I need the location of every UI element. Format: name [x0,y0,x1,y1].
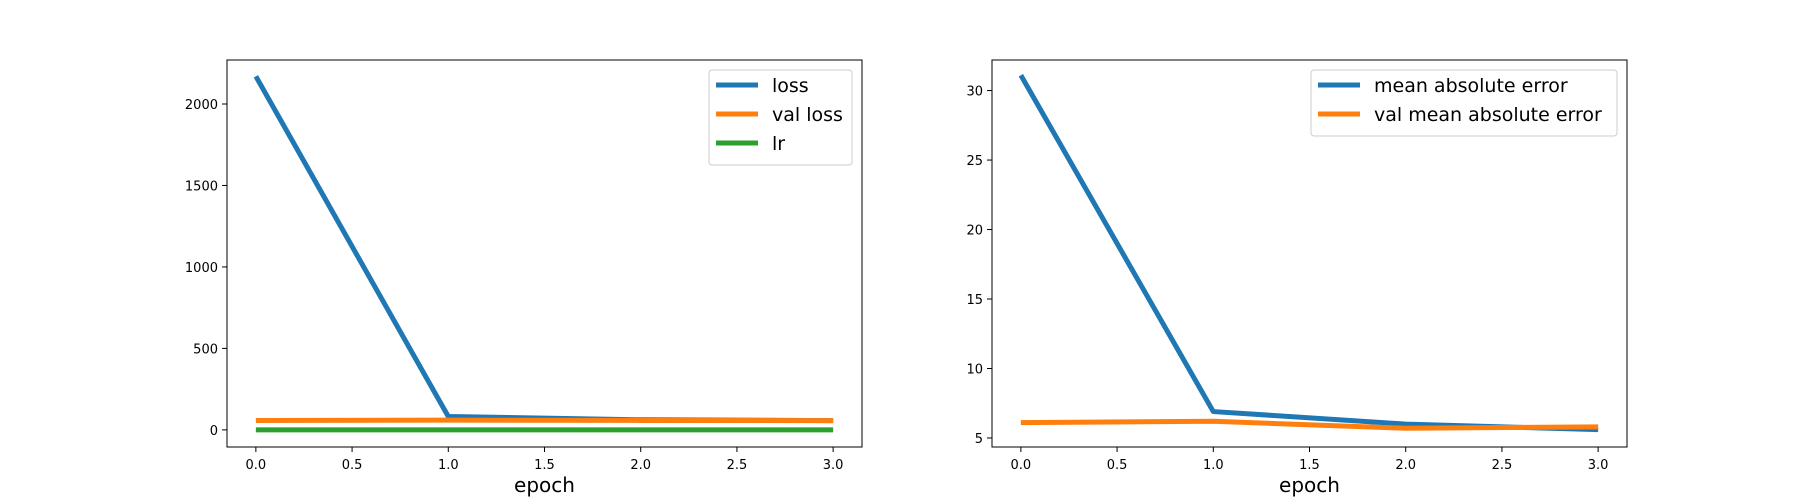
mae-x-tick-label: 0.0 [1011,458,1032,473]
loss-y-tick-label: 0 [210,424,218,439]
mae-y-tick-label: 25 [966,154,983,169]
loss-axes-frame [226,59,863,448]
mae-legend-box [1310,69,1618,137]
loss-chart-panel: 0.0 0.5 1.0 1.5 2.0 2.5 3.0 0 500 1000 1500 2000 epo… [185,59,863,497]
mae-x-tick-label: 3.0 [1588,458,1609,473]
loss-y-tick-label: 1500 [185,179,218,194]
mae-y-tick-label: 5 [975,432,983,447]
mae-y-tick-label: 20 [966,224,983,239]
mae-axes-frame [991,59,1628,448]
loss-x-tick-label: 1.0 [438,458,459,473]
loss-y-tick-label: 1000 [185,261,218,276]
loss-y-tick-label: 2000 [185,98,218,113]
mae-series-line-val-mean-absolute-error [1020,418,1599,431]
loss-x-tick-label: 2.5 [727,458,748,473]
mae-y-tick-label: 30 [966,85,983,100]
mae-x-axis-label: epoch [1279,473,1340,497]
loss-legend-label: lr [772,133,785,155]
loss-y-tick-label: 500 [193,342,218,357]
loss-x-tick-label: 3.0 [823,458,844,473]
mae-chart-panel: 0.0 0.5 1.0 1.5 2.0 2.5 3.0 5 10 15 20 25 30 epoch mea… [966,59,1628,497]
mae-legend-label: mean absolute error [1374,75,1568,97]
mae-legend: mean absolute error val mean absolute err… [1310,69,1618,137]
loss-legend-label: loss [772,75,809,97]
loss-legend: loss val loss lr [708,69,853,166]
loss-x-tick-label: 0.0 [246,458,267,473]
mae-x-tick-label: 0.5 [1107,458,1128,473]
loss-x-tick-label: 2.0 [630,458,651,473]
loss-x-axis-label: epoch [514,473,575,497]
mae-legend-label: val mean absolute error [1374,104,1602,126]
mae-x-tick-label: 1.0 [1203,458,1224,473]
mae-x-tick-label: 2.5 [1492,458,1513,473]
mae-x-tick-label: 1.5 [1299,458,1320,473]
mae-y-tick-label: 15 [966,293,983,308]
mae-y-tick-label: 10 [966,362,983,377]
loss-x-tick-label: 1.5 [534,458,555,473]
loss-legend-label: val loss [772,104,843,126]
loss-x-tick-label: 0.5 [342,458,363,473]
mae-x-tick-label: 2.0 [1395,458,1416,473]
